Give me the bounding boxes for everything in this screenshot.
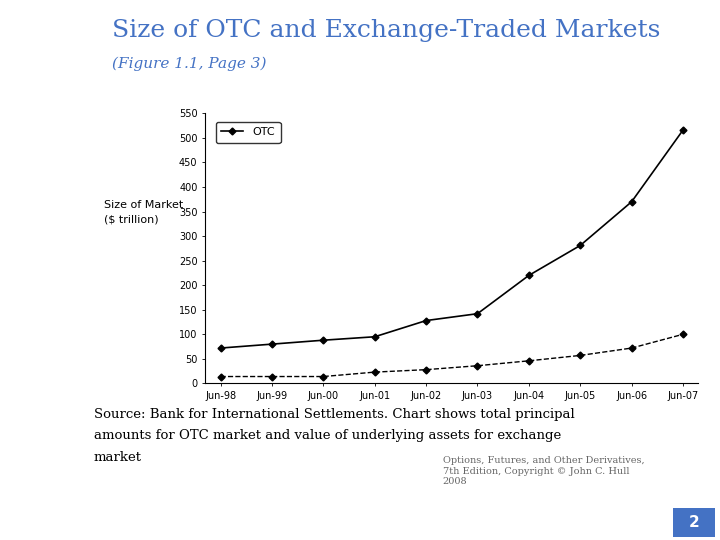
Exchange (216, 373, 225, 380)
OTC (525, 272, 534, 279)
OTC (268, 341, 276, 347)
Text: Source: Bank for International Settlements. Chart shows total principal: Source: Bank for International Settlemen… (94, 408, 575, 421)
Exchange (268, 373, 276, 380)
Exchange (473, 362, 482, 369)
Text: ($ trillion): ($ trillion) (104, 214, 159, 224)
OTC (473, 310, 482, 317)
Text: (Figure 1.1, Page 3): (Figure 1.1, Page 3) (112, 57, 266, 71)
Text: Options, Futures, and Other Derivatives,
7th Edition, Copyright © John C. Hull
2: Options, Futures, and Other Derivatives,… (443, 456, 644, 486)
OTC (679, 127, 688, 133)
Exchange (627, 345, 636, 352)
OTC (627, 199, 636, 205)
Text: amounts for OTC market and value of underlying assets for exchange: amounts for OTC market and value of unde… (94, 429, 561, 442)
Text: 2: 2 (689, 515, 699, 530)
OTC (216, 345, 225, 352)
Text: market: market (94, 451, 142, 464)
Legend: OTC: OTC (216, 122, 281, 143)
Exchange (422, 367, 431, 373)
Text: Size of Market: Size of Market (104, 200, 184, 210)
FancyBboxPatch shape (673, 508, 715, 537)
Exchange (370, 369, 379, 375)
OTC (576, 242, 585, 249)
OTC (319, 337, 328, 343)
Exchange (319, 373, 328, 380)
Line: Exchange: Exchange (218, 332, 685, 379)
Exchange (525, 357, 534, 364)
OTC (422, 318, 431, 324)
Exchange (679, 331, 688, 338)
Line: OTC: OTC (218, 127, 685, 350)
Exchange (576, 352, 585, 359)
Text: Size of OTC and Exchange-Traded Markets: Size of OTC and Exchange-Traded Markets (112, 19, 660, 42)
OTC (370, 334, 379, 340)
